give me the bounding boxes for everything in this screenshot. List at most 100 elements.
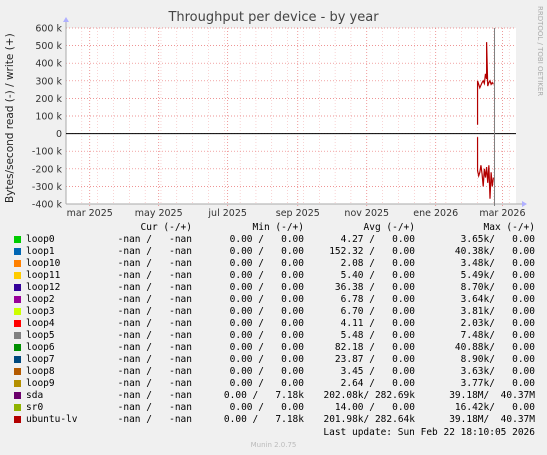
rrdtool-watermark: RRDTOOL / TOBI OETIKER xyxy=(536,6,544,97)
legend-max-value: 7.48k/ 0.00 xyxy=(460,330,535,341)
legend-row: loop7 -nan / -nan 0.00 / 0.00 23.87 / 0.00 8… xyxy=(0,354,547,366)
legend-color-swatch xyxy=(14,356,21,363)
legend-row: loop1 -nan / -nan 0.00 / 0.00 152.32 / 0.00… xyxy=(0,246,547,258)
legend-row: loop5 -nan / -nan 0.00 / 0.00 5.48 / 0.00 7.… xyxy=(0,330,547,342)
legend-row: loop8 -nan / -nan 0.00 / 0.00 3.45 / 0.00 3.… xyxy=(0,366,547,378)
legend-color-swatch xyxy=(14,416,21,423)
legend-cur-value: -nan / -nan xyxy=(117,366,192,377)
legend-avg-value: 2.64 / 0.00 xyxy=(340,378,415,389)
x-tick-label: jul 2025 xyxy=(207,208,247,219)
legend-max-value: 3.65k/ 0.00 xyxy=(460,234,535,245)
legend-avg-value: 14.00 / 0.00 xyxy=(334,402,415,413)
legend-color-swatch xyxy=(14,296,21,303)
legend-max-value: 39.18M/ 40.37M xyxy=(449,390,535,401)
legend-max-value: 8.70k/ 0.00 xyxy=(460,282,535,293)
legend-avg-value: 23.87 / 0.00 xyxy=(334,354,415,365)
legend-device-name: loop10 xyxy=(26,258,61,269)
y-tick-label: -200 k xyxy=(32,164,63,175)
legend-color-swatch xyxy=(14,260,21,267)
legend-device-name: loop6 xyxy=(26,342,55,353)
legend-row: loop2 -nan / -nan 0.00 / 0.00 6.78 / 0.00 3.… xyxy=(0,294,547,306)
legend-avg-value: 3.45 / 0.00 xyxy=(340,366,415,377)
legend-device-name: loop8 xyxy=(26,366,55,377)
y-tick-label: 0 xyxy=(56,129,62,140)
legend-row: sr0 -nan / -nan 0.00 / 0.00 14.00 / 0.00 16.… xyxy=(0,402,547,414)
x-tick-label: ene 2026 xyxy=(413,208,458,219)
legend-avg-value: 36.38 / 0.00 xyxy=(334,282,415,293)
legend-max-value: 8.90k/ 0.00 xyxy=(460,354,535,365)
legend-cur-value: -nan / -nan xyxy=(117,390,192,401)
last-update: Last update: Sun Feb 22 18:10:05 2026 xyxy=(323,427,535,438)
legend-min-value: 0.00 / 0.00 xyxy=(229,378,304,389)
munin-version: Munin 2.0.75 xyxy=(250,441,297,449)
legend-row: loop4 -nan / -nan 0.00 / 0.00 4.11 / 0.00 2.… xyxy=(0,318,547,330)
legend-device-name: sda xyxy=(26,390,44,401)
y-tick-label: -400 k xyxy=(32,200,63,211)
legend-avg-value: 6.78 / 0.00 xyxy=(340,294,415,305)
legend-row: loop3 -nan / -nan 0.00 / 0.00 6.70 / 0.00 3.… xyxy=(0,306,547,318)
legend-avg-value: 4.27 / 0.00 xyxy=(340,234,415,245)
legend-avg-value: 152.32 / 0.00 xyxy=(329,246,415,257)
legend-device-name: ubuntu-lv xyxy=(26,414,78,425)
legend-device-name: sr0 xyxy=(26,402,44,413)
y-axis-arrow xyxy=(63,17,69,22)
legend-device-name: loop7 xyxy=(26,354,55,365)
legend-cur-value: -nan / -nan xyxy=(117,378,192,389)
legend-cur-value: -nan / -nan xyxy=(117,318,192,329)
legend-min-value: 0.00 / 0.00 xyxy=(229,402,304,413)
legend-color-swatch xyxy=(14,272,21,279)
x-tick-label: mar 2026 xyxy=(479,208,525,219)
legend-device-name: loop1 xyxy=(26,246,55,257)
legend-color-swatch xyxy=(14,320,21,327)
legend-color-swatch xyxy=(14,308,21,315)
legend-row: loop11 -nan / -nan 0.00 / 0.00 5.40 / 0.00 5… xyxy=(0,270,547,282)
x-tick-label: sep 2025 xyxy=(276,208,320,219)
legend-cur-value: -nan / -nan xyxy=(117,258,192,269)
graph-title: Throughput per device - by year xyxy=(168,10,379,25)
y-tick-label: 300 k xyxy=(35,76,62,87)
legend-min-value: 0.00 / 0.00 xyxy=(229,294,304,305)
legend-row: ubuntu-lv -nan / -nan 0.00 / 7.18k 201.98k/… xyxy=(0,414,547,426)
legend-avg-value: 2.08 / 0.00 xyxy=(340,258,415,269)
series-line-write xyxy=(476,42,494,125)
legend-color-swatch xyxy=(14,392,21,399)
y-tick-label: 600 k xyxy=(35,24,62,35)
legend-max-value: 16.42k/ 0.00 xyxy=(454,402,535,413)
y-tick-label: 500 k xyxy=(35,41,62,52)
legend-max-value: 40.88k/ 0.00 xyxy=(454,342,535,353)
legend-cur-value: -nan / -nan xyxy=(117,354,192,365)
legend-device-name: loop11 xyxy=(26,270,61,281)
legend-min-value: 0.00 / 0.00 xyxy=(229,306,304,317)
legend-min-value: 0.00 / 0.00 xyxy=(229,246,304,257)
legend-max-value: 5.49k/ 0.00 xyxy=(460,270,535,281)
legend-min-value: 0.00 / 7.18k xyxy=(223,390,304,401)
legend-device-name: loop0 xyxy=(26,234,55,245)
legend-min-value: 0.00 / 0.00 xyxy=(229,234,304,245)
legend-cur-value: -nan / -nan xyxy=(117,402,192,413)
legend-device-name: loop3 xyxy=(26,306,55,317)
legend-cur-value: -nan / -nan xyxy=(117,234,192,245)
legend-row: loop0 -nan / -nan 0.00 / 0.00 4.27 / 0.00 3.… xyxy=(0,234,547,246)
series-line-read xyxy=(476,137,494,199)
legend-avg-value: 202.08k/ 282.69k xyxy=(323,390,415,401)
legend-device-name: loop5 xyxy=(26,330,55,341)
legend-row: sda -nan / -nan 0.00 / 7.18k 202.08k/ 282.6… xyxy=(0,390,547,402)
x-tick-label: may 2025 xyxy=(135,208,183,219)
legend-cur-value: -nan / -nan xyxy=(117,414,192,425)
legend-avg-value: 5.48 / 0.00 xyxy=(340,330,415,341)
legend-device-name: loop2 xyxy=(26,294,55,305)
legend-color-swatch xyxy=(14,368,21,375)
legend-color-swatch xyxy=(14,344,21,351)
legend-color-swatch xyxy=(14,284,21,291)
x-axis-arrow xyxy=(522,201,527,207)
legend-max-value: 40.38k/ 0.00 xyxy=(454,246,535,257)
legend-min-value: 0.00 / 0.00 xyxy=(229,270,304,281)
legend-cur-value: -nan / -nan xyxy=(117,330,192,341)
legend-min-value: 0.00 / 0.00 xyxy=(229,330,304,341)
legend-min-value: 0.00 / 0.00 xyxy=(229,318,304,329)
legend-color-swatch xyxy=(14,236,21,243)
legend-device-name: loop9 xyxy=(26,378,55,389)
legend-header-min: Min (-/+) xyxy=(252,222,304,233)
legend-min-value: 0.00 / 7.18k xyxy=(223,414,304,425)
